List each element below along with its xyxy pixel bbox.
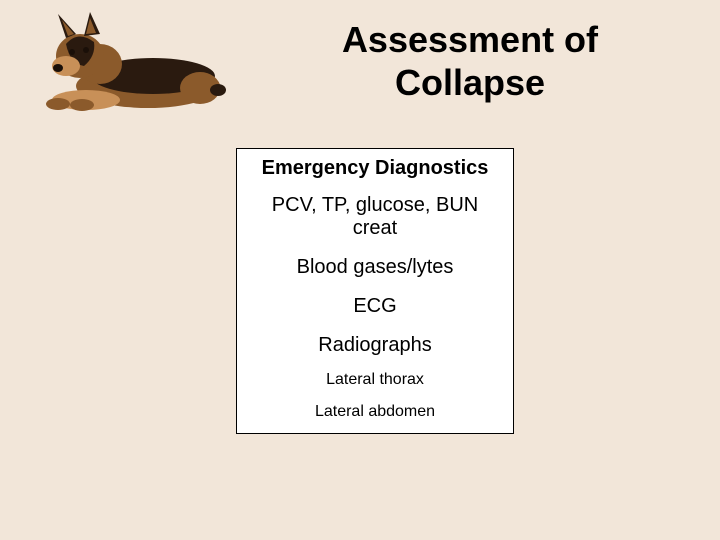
dog-illustration	[28, 8, 228, 113]
diagnostics-item-1: PCV, TP, glucose, BUNcreat	[237, 186, 513, 242]
title-line-2: Collapse	[395, 62, 545, 103]
diagnostics-header: Emergency Diagnostics	[237, 149, 513, 186]
slide-title: Assessment of Collapse	[260, 18, 680, 104]
diagnostics-box: Emergency Diagnostics PCV, TP, glucose, …	[236, 148, 514, 434]
diagnostics-item-2: Blood gases/lytes	[237, 242, 513, 281]
title-line-1: Assessment of	[342, 19, 598, 60]
diagnostics-item-3: ECG	[237, 281, 513, 320]
diagnostics-item-6: Lateral abdomen	[237, 391, 513, 433]
diagnostics-item-4: Radiographs	[237, 320, 513, 359]
diagnostics-item-5: Lateral thorax	[237, 359, 513, 391]
